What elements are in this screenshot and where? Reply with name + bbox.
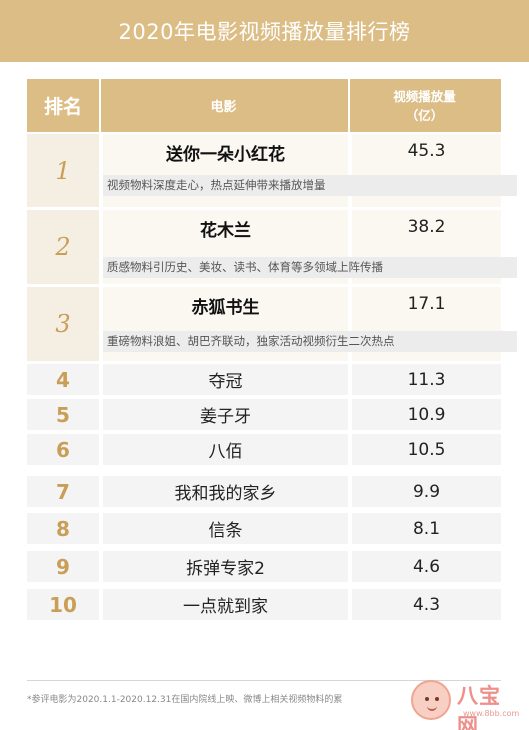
views-cell: 4.3 bbox=[352, 589, 501, 620]
rank-number: 5 bbox=[56, 402, 70, 427]
views-value: 9.9 bbox=[412, 481, 441, 502]
views-cell: 9.9 bbox=[352, 476, 501, 507]
views-value: 4.6 bbox=[412, 556, 441, 577]
rank-cell: 2 bbox=[27, 210, 99, 284]
ranking-table: 排名 电影 视频播放量 （亿） 1 送你一朵小红花 45.3 视频物料深度走心，… bbox=[27, 79, 517, 620]
views-cell: 4.6 bbox=[352, 551, 501, 582]
row-note: 重磅物料浪姐、胡巴齐联动，独家活动视频衍生二次热点 bbox=[103, 331, 517, 352]
table-row: 8 信条 8.1 bbox=[27, 513, 501, 544]
views-value: 38.2 bbox=[407, 217, 446, 237]
views-value: 11.3 bbox=[407, 369, 446, 390]
rank-number: 7 bbox=[56, 479, 70, 504]
rank-number: 10 bbox=[49, 592, 77, 617]
views-cell: 8.1 bbox=[352, 513, 501, 544]
table-header: 排名 电影 视频播放量 （亿） bbox=[27, 79, 501, 132]
rank-cell: 9 bbox=[27, 551, 99, 582]
views-value: 45.3 bbox=[407, 141, 446, 161]
movie-title: 姜子牙 bbox=[200, 407, 251, 427]
header-divider bbox=[348, 79, 350, 132]
table-row: 4 夺冠 11.3 bbox=[27, 364, 501, 395]
rank-number: 2 bbox=[55, 233, 71, 261]
header-rank: 排名 bbox=[43, 96, 82, 118]
movie-title: 赤狐书生 bbox=[191, 298, 260, 318]
rank-number: 8 bbox=[56, 516, 70, 541]
header-divider bbox=[99, 79, 101, 132]
rank-cell: 6 bbox=[27, 434, 99, 465]
rank-number: 9 bbox=[56, 554, 70, 579]
movie-title: 送你一朵小红花 bbox=[166, 145, 285, 165]
watermark-text: 八宝网 bbox=[457, 684, 501, 730]
movie-cell: 姜子牙 bbox=[103, 399, 348, 430]
views-cell: 45.3 bbox=[352, 134, 501, 207]
movie-cell: 拆弹专家2 bbox=[103, 551, 348, 582]
table-row: 7 我和我的家乡 9.9 bbox=[27, 476, 501, 507]
movie-title: 夺冠 bbox=[208, 372, 243, 392]
table-row: 9 拆弹专家2 4.6 bbox=[27, 551, 501, 582]
views-cell: 11.3 bbox=[352, 364, 501, 395]
table-row: 1 送你一朵小红花 45.3 视频物料深度走心，热点延伸带来播放增量 bbox=[27, 134, 517, 207]
rank-cell: 4 bbox=[27, 364, 99, 395]
movie-cell: 送你一朵小红花 bbox=[103, 134, 348, 207]
movie-title: 一点就到家 bbox=[183, 597, 268, 617]
movie-title: 花木兰 bbox=[200, 221, 251, 241]
rank-number: 3 bbox=[55, 310, 71, 338]
watermark: 八宝网 www.8bb.com bbox=[411, 678, 521, 730]
header-movie: 电影 bbox=[210, 100, 237, 115]
rank-cell: 8 bbox=[27, 513, 99, 544]
table-row: 5 姜子牙 10.9 bbox=[27, 399, 501, 430]
rank-cell: 10 bbox=[27, 589, 99, 620]
page-title: 2020年电影视频播放量排行榜 bbox=[0, 0, 529, 62]
movie-title: 八佰 bbox=[208, 442, 243, 462]
watermark-url: www.8bb.com bbox=[463, 709, 520, 718]
row-note: 质感物料引历史、美妆、读书、体育等多领域上阵传播 bbox=[103, 257, 517, 278]
header-views-unit: （亿） bbox=[405, 107, 444, 123]
views-value: 17.1 bbox=[407, 294, 446, 314]
views-value: 10.5 bbox=[407, 439, 446, 460]
movie-title: 信条 bbox=[208, 521, 243, 541]
rank-cell: 3 bbox=[27, 287, 99, 361]
movie-cell: 我和我的家乡 bbox=[103, 476, 348, 507]
movie-cell: 信条 bbox=[103, 513, 348, 544]
mascot-icon bbox=[411, 680, 451, 720]
table-row: 2 花木兰 38.2 质感物料引历史、美妆、读书、体育等多领域上阵传播 bbox=[27, 210, 517, 284]
movie-cell: 一点就到家 bbox=[103, 589, 348, 620]
views-cell: 10.9 bbox=[352, 399, 501, 430]
footer-divider bbox=[27, 680, 501, 681]
table-row: 6 八佰 10.5 bbox=[27, 434, 501, 465]
row-note: 视频物料深度走心，热点延伸带来播放增量 bbox=[103, 175, 517, 196]
views-value: 10.9 bbox=[407, 404, 446, 425]
movie-cell: 八佰 bbox=[103, 434, 348, 465]
movie-title: 我和我的家乡 bbox=[174, 484, 277, 504]
rank-cell: 7 bbox=[27, 476, 99, 507]
footnote: *参评电影为2020.1.1-2020.12.31在国内院线上映、微博上相关视频… bbox=[27, 695, 343, 705]
rank-number: 4 bbox=[56, 367, 70, 392]
rank-number: 1 bbox=[55, 156, 71, 185]
rank-cell: 5 bbox=[27, 399, 99, 430]
views-value: 4.3 bbox=[412, 594, 441, 615]
movie-cell: 夺冠 bbox=[103, 364, 348, 395]
rank-number: 6 bbox=[56, 437, 70, 462]
movie-title: 拆弹专家2 bbox=[186, 559, 265, 579]
header-views: 视频播放量 （亿） bbox=[348, 87, 501, 125]
header-views-label: 视频播放量 bbox=[393, 88, 456, 104]
table-row: 10 一点就到家 4.3 bbox=[27, 589, 501, 620]
views-value: 8.1 bbox=[412, 518, 441, 539]
views-cell: 10.5 bbox=[352, 434, 501, 465]
table-row: 3 赤狐书生 17.1 重磅物料浪姐、胡巴齐联动，独家活动视频衍生二次热点 bbox=[27, 287, 517, 361]
rank-cell: 1 bbox=[27, 134, 99, 207]
